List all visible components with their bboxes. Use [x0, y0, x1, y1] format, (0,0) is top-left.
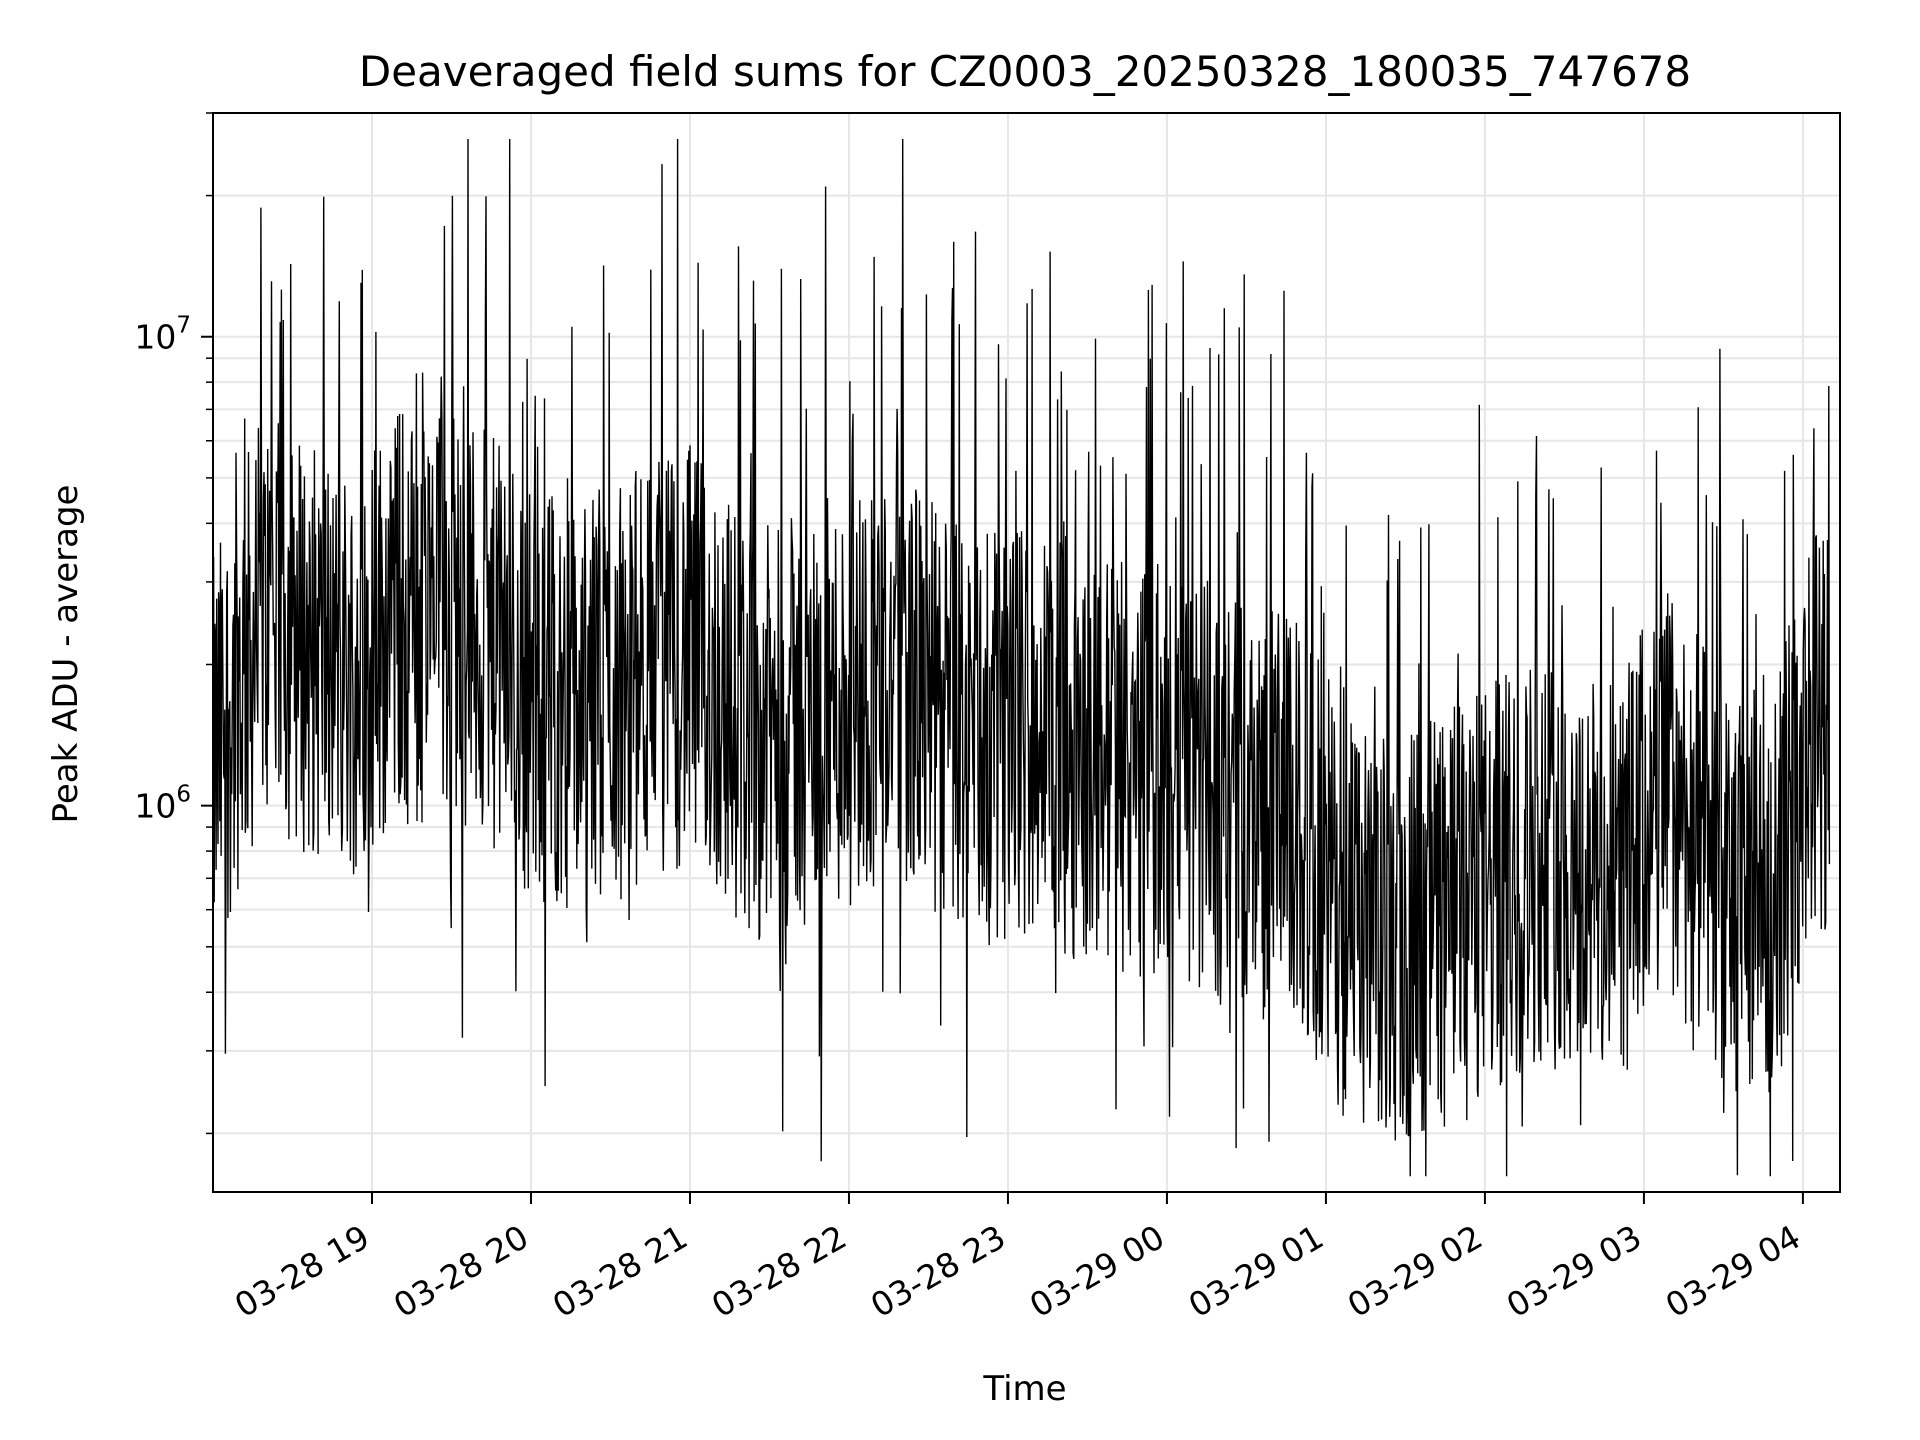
x-tick-label: 03-29 03 [1500, 1217, 1648, 1325]
x-tick-label: 03-29 00 [1023, 1217, 1171, 1325]
x-axis: 03-28 19 03-28 20 03-28 21 03-28 22 03-28 23… [228, 1192, 1807, 1325]
x-tick-label: 03-28 21 [546, 1217, 694, 1325]
x-tick-label: 03-28 23 [864, 1217, 1012, 1325]
y-axis-label: Peak ADU - average [46, 485, 86, 824]
y-tick-label: 107 [134, 313, 191, 357]
x-tick-label: 03-28 22 [705, 1217, 853, 1325]
x-tick-label: 03-29 02 [1341, 1217, 1489, 1325]
x-tick-label: 03-29 01 [1182, 1217, 1330, 1325]
x-axis-label: Time [982, 1369, 1066, 1409]
plot-frame [212, 112, 1841, 1193]
y-tick-label: 106 [134, 782, 191, 826]
series-line [212, 138, 1831, 1177]
x-tick-label: 03-29 04 [1659, 1217, 1807, 1325]
x-tick-label: 03-28 20 [387, 1217, 535, 1325]
plot-area [212, 138, 1831, 1177]
y-axis: 106 107 [134, 112, 213, 1135]
x-tick-label: 03-28 19 [228, 1217, 376, 1325]
chart-title: Deaveraged field sums for CZ0003_2025032… [359, 47, 1691, 96]
